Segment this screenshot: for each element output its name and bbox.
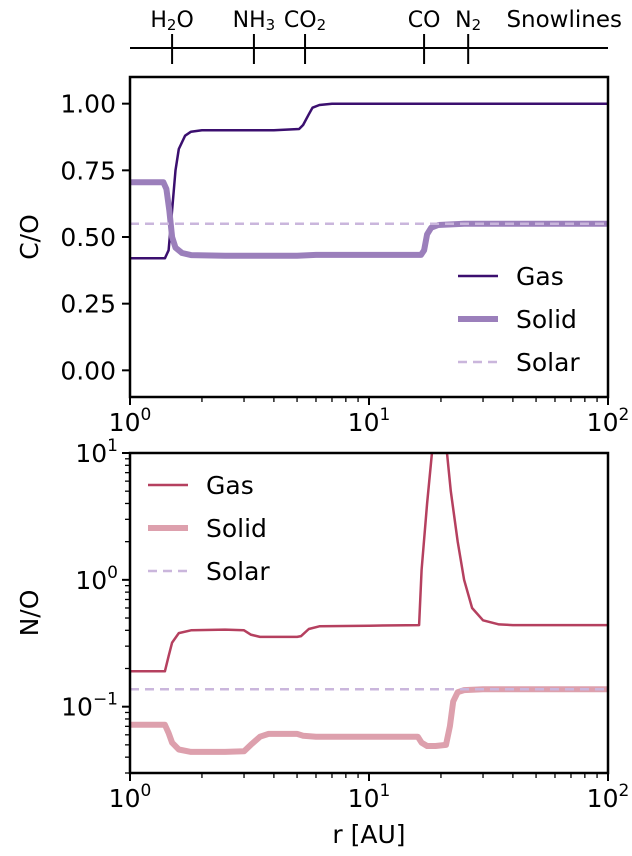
tick-exponent: 1 — [107, 436, 118, 456]
no-legend-label-gas: Gas — [206, 471, 254, 500]
snowline-label-co: CO — [408, 8, 441, 33]
tick-exponent: 1 — [379, 405, 390, 425]
co-ylabel: C/O — [15, 214, 44, 260]
co-legend-label-solid: Solid — [516, 305, 577, 334]
snowline-label-subscript: 2 — [317, 16, 327, 34]
tick-exponent: 0 — [140, 405, 151, 425]
tick-base: 10 — [587, 784, 619, 813]
tick-exponent: −1 — [93, 690, 118, 710]
no-legend: Gas Solid Solar — [148, 471, 270, 586]
co-ratio-panel: 0.000.250.500.751.00 100 101 102 C/O GasSo… — [15, 75, 630, 437]
no-legend-label-solar: Solar — [206, 557, 270, 586]
snowline-label-base: H — [150, 8, 167, 33]
no-ytick-label: 100 — [75, 563, 118, 595]
snowlines-label: Snowlines — [506, 7, 622, 33]
tick-base: 10 — [348, 408, 380, 437]
co-series-gas-line — [130, 102, 608, 260]
snowline-label-suffix: O — [176, 8, 193, 33]
co-ytick-label: 0.25 — [60, 290, 116, 319]
tick-base: 10 — [61, 693, 93, 722]
co-ytick-label: 0.75 — [60, 156, 116, 185]
no-xtick-label: 102 — [587, 781, 630, 813]
snowline-label-n2: N2 — [455, 8, 481, 34]
no-ytick-label: 10−1 — [61, 690, 118, 722]
snowline-axis: Snowlines H2O NH3 CO2 CO N2 — [130, 7, 622, 64]
tick-base: 10 — [587, 408, 619, 437]
tick-base: 10 — [109, 408, 141, 437]
no-ylabel: N/O — [15, 590, 44, 637]
snowline-label-base: CO — [408, 8, 441, 33]
snowline-label-subscript: 2 — [472, 16, 482, 34]
tick-exponent: 1 — [379, 781, 390, 801]
no-plot-frame — [128, 451, 610, 775]
co-legend-label-gas: Gas — [516, 262, 564, 291]
snowline-label-base: NH — [233, 8, 266, 33]
co-ytick-label: 1.00 — [60, 90, 116, 119]
tick-exponent: 0 — [107, 563, 118, 583]
snowline-label-subscript: 2 — [167, 16, 177, 34]
snowline-label-co2: CO2 — [284, 8, 326, 34]
no-series-gas-line — [130, 453, 608, 673]
co-xtick-label: 102 — [587, 405, 630, 437]
tick-base: 10 — [109, 784, 141, 813]
snowline-label-h2o: H2O — [150, 8, 193, 34]
no-xlabel: r [AU] — [332, 820, 405, 849]
tick-base: 10 — [348, 784, 380, 813]
co-ytick-label: 0.00 — [60, 356, 116, 385]
no-series-solid-line — [130, 686, 608, 755]
co-xtick-label: 100 — [109, 405, 152, 437]
co-legend-label-solar: Solar — [516, 348, 580, 377]
no-xtick-label: 100 — [109, 781, 152, 813]
co-ytick-label: 0.50 — [60, 223, 116, 252]
tick-exponent: 2 — [618, 781, 629, 801]
tick-base: 10 — [75, 439, 107, 468]
co-xtick-label: 101 — [348, 405, 391, 437]
tick-base: 10 — [75, 566, 107, 595]
snowline-label-nh3: NH3 — [233, 8, 276, 34]
snowline-label-subscript: 3 — [266, 16, 276, 34]
no-legend-label-solid: Solid — [206, 514, 267, 543]
tick-exponent: 0 — [140, 781, 151, 801]
snowline-label-base: N — [455, 8, 471, 33]
no-xtick-label: 101 — [348, 781, 391, 813]
tick-exponent: 2 — [618, 405, 629, 425]
co-series-solid-line — [130, 179, 608, 259]
snowline-label-base: CO — [284, 8, 317, 33]
no-ytick-label: 101 — [75, 436, 118, 468]
co-legend: Gas Solid Solar — [458, 262, 580, 377]
